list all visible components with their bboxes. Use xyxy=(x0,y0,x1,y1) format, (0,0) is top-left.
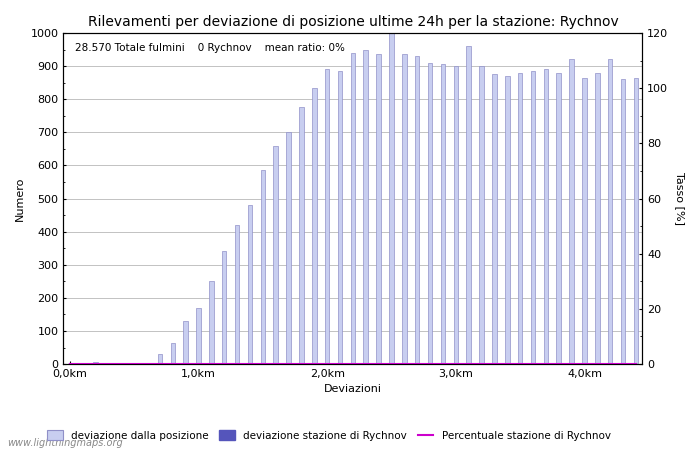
Bar xyxy=(209,281,214,364)
Bar xyxy=(234,225,239,364)
Bar xyxy=(608,59,612,364)
Bar xyxy=(183,321,188,364)
Bar xyxy=(634,78,638,364)
Bar xyxy=(454,66,458,364)
Bar xyxy=(492,74,496,364)
Text: www.lightningmaps.org: www.lightningmaps.org xyxy=(7,438,122,448)
Bar xyxy=(299,108,304,364)
Bar xyxy=(466,46,471,364)
Bar xyxy=(274,145,278,364)
Bar xyxy=(505,76,510,364)
Text: 28.570 Totale fulmini    0 Rychnov    mean ratio: 0%: 28.570 Totale fulmini 0 Rychnov mean rat… xyxy=(75,43,345,53)
Bar xyxy=(402,54,407,364)
Bar xyxy=(312,88,316,364)
Bar xyxy=(171,342,175,364)
Legend: deviazione dalla posizione, deviazione stazione di Rychnov, Percentuale stazione: deviazione dalla posizione, deviazione s… xyxy=(43,426,615,445)
Bar xyxy=(196,308,201,364)
Bar xyxy=(260,171,265,364)
Title: Rilevamenti per deviazione di posizione ultime 24h per la stazione: Rychnov: Rilevamenti per deviazione di posizione … xyxy=(88,15,618,29)
Bar xyxy=(222,252,227,364)
Bar xyxy=(621,79,625,364)
Bar xyxy=(377,54,381,364)
Bar xyxy=(441,64,445,364)
Bar xyxy=(389,33,393,364)
Bar xyxy=(582,78,587,364)
Bar xyxy=(351,53,355,364)
Bar xyxy=(518,73,522,364)
Bar xyxy=(158,354,162,364)
Bar xyxy=(93,362,98,364)
Bar xyxy=(531,71,536,364)
Bar xyxy=(325,69,330,364)
Bar xyxy=(338,71,342,364)
X-axis label: Deviazioni: Deviazioni xyxy=(324,384,382,395)
Bar xyxy=(428,63,433,364)
Y-axis label: Numero: Numero xyxy=(15,176,25,220)
Bar xyxy=(480,66,484,364)
Bar xyxy=(415,56,419,364)
Bar xyxy=(544,69,548,364)
Y-axis label: Tasso [%]: Tasso [%] xyxy=(675,172,685,225)
Bar xyxy=(595,73,600,364)
Bar xyxy=(363,50,368,364)
Bar xyxy=(569,59,574,364)
Bar xyxy=(248,205,252,364)
Bar xyxy=(286,132,290,364)
Bar xyxy=(556,73,561,364)
